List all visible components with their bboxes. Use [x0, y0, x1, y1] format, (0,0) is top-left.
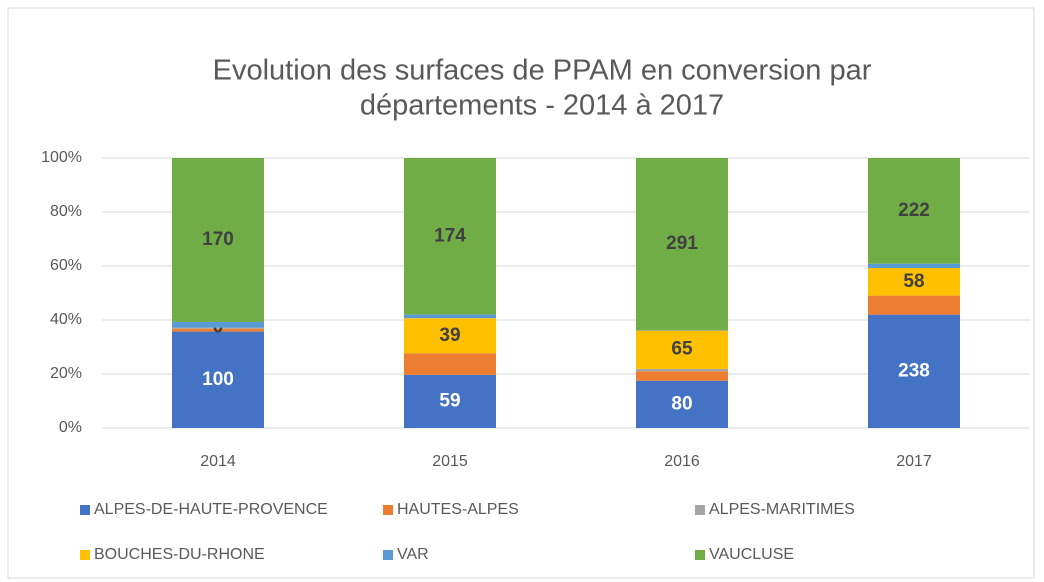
legend-label: BOUCHES-DU-RHONE: [94, 546, 265, 563]
chart-title: départements - 2014 à 2017: [360, 90, 724, 122]
data-label: 170: [202, 229, 234, 250]
legend-swatch: [80, 550, 90, 560]
legend-label: VAR: [397, 546, 429, 563]
legend-swatch: [695, 505, 705, 515]
legend-label: VAUCLUSE: [709, 546, 794, 563]
legend-swatch: [383, 550, 393, 560]
x-tick-label: 2016: [664, 453, 700, 470]
bar-segment: [172, 321, 264, 328]
data-label: 39: [439, 325, 460, 346]
data-label: 174: [434, 225, 466, 246]
y-tick-label: 20%: [50, 365, 82, 382]
bar-segment: [868, 314, 960, 428]
y-tick-label: 0%: [59, 419, 82, 436]
x-tick-label: 2015: [432, 453, 468, 470]
bar-segment: [636, 330, 728, 369]
data-label: 100: [202, 369, 234, 390]
chart-title: Evolution des surfaces de PPAM en conver…: [213, 55, 872, 87]
x-tick-label: 2017: [896, 453, 932, 470]
data-label: 80: [671, 393, 692, 414]
legend-swatch: [80, 505, 90, 515]
legend-label: ALPES-DE-HAUTE-PROVENCE: [94, 501, 328, 518]
legend-swatch: [695, 550, 705, 560]
bar-segment: [172, 331, 264, 428]
bar-segment: [404, 158, 496, 315]
legend-label: HAUTES-ALPES: [397, 501, 519, 518]
y-tick-label: 40%: [50, 311, 82, 328]
y-tick-label: 100%: [41, 149, 82, 166]
data-label: 58: [903, 271, 924, 292]
bar-segment: [868, 263, 960, 268]
legend-swatch: [383, 505, 393, 515]
bar-segment: [404, 318, 496, 354]
bar-segment: [636, 329, 728, 331]
data-label: 222: [898, 200, 930, 221]
legend-label: ALPES-MARITIMES: [709, 501, 855, 518]
data-label: 59: [439, 390, 460, 411]
bar-segment: [636, 380, 728, 428]
y-tick-label: 60%: [50, 257, 82, 274]
bar-segment: [636, 158, 728, 330]
data-label: 291: [666, 233, 698, 254]
bar-segment: [172, 158, 264, 322]
bar-segment: [172, 328, 264, 332]
bar-segment: [172, 327, 264, 329]
bar-segment: [404, 314, 496, 319]
data-label: 238: [898, 360, 930, 381]
x-tick-label: 2014: [200, 453, 236, 470]
bar-segment: [636, 368, 728, 372]
y-tick-label: 80%: [50, 203, 82, 220]
bar-segment: [868, 158, 960, 264]
bar-segment: [404, 353, 496, 375]
bar-segment: [868, 295, 960, 315]
data-label: 65: [671, 339, 693, 360]
bar-segment: [868, 268, 960, 296]
bar-segment: [636, 371, 728, 381]
bar-segment: [404, 374, 496, 428]
